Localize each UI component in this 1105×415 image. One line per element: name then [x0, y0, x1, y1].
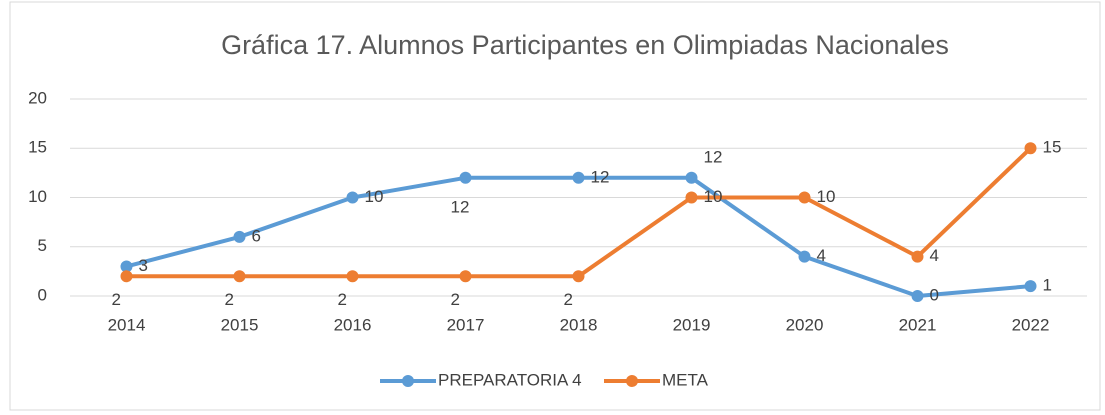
y-tick-label: 20 — [28, 88, 47, 107]
x-tick-label: 2016 — [334, 315, 372, 334]
point — [120, 260, 133, 273]
x-tick-label: 2022 — [1012, 315, 1050, 334]
point — [911, 290, 924, 302]
x-tick-label: 2018 — [560, 315, 598, 334]
data-label: 2 — [225, 290, 234, 309]
y-tick-label: 5 — [38, 236, 47, 255]
point — [798, 191, 811, 204]
point — [572, 270, 585, 283]
data-label: 12 — [704, 147, 723, 166]
chart-title: Gráfica 17. Alumnos Participantes en Oli… — [221, 30, 949, 60]
x-tick-label: 2020 — [786, 315, 824, 334]
point — [233, 270, 246, 283]
x-tick-label: 2017 — [447, 315, 485, 334]
chart-border — [9, 1, 1101, 411]
data-label: 2 — [338, 290, 347, 309]
data-label: 2 — [451, 290, 460, 309]
data-label: 4 — [930, 246, 939, 265]
data-label: 10 — [817, 187, 836, 206]
y-tick-label: 15 — [28, 138, 47, 157]
data-label: 4 — [817, 246, 826, 265]
point — [459, 171, 472, 184]
x-tick-label: 2021 — [899, 315, 937, 334]
data-label: 2 — [564, 290, 573, 309]
point — [572, 171, 585, 184]
point — [346, 191, 359, 204]
data-label: 15 — [1043, 138, 1062, 157]
point — [346, 270, 359, 283]
data-label: 10 — [704, 187, 723, 206]
data-label: 1 — [1043, 276, 1052, 295]
point — [798, 250, 811, 263]
data-label: 2 — [112, 290, 121, 309]
point — [911, 250, 924, 263]
y-tick-label: 0 — [38, 285, 47, 304]
data-label: 10 — [365, 187, 384, 206]
data-label: 0 — [930, 285, 939, 304]
x-tick-label: 2015 — [221, 315, 259, 334]
point — [233, 230, 246, 243]
x-tick-label: 2019 — [673, 315, 711, 334]
point — [1024, 142, 1037, 155]
data-label: 12 — [451, 197, 470, 216]
legend-marker — [626, 375, 638, 387]
data-label: 12 — [591, 167, 610, 186]
y-tick-label: 10 — [28, 187, 47, 206]
data-label: 3 — [139, 256, 148, 275]
x-tick-label: 2014 — [108, 315, 146, 334]
point — [459, 270, 472, 283]
point — [1024, 280, 1037, 293]
data-label: 6 — [252, 226, 261, 245]
legend-label: PREPARATORIA 4 — [438, 370, 582, 389]
point — [685, 191, 698, 204]
legend-label: META — [662, 370, 709, 389]
legend-marker — [402, 375, 414, 387]
point — [685, 171, 698, 184]
point — [120, 270, 133, 283]
